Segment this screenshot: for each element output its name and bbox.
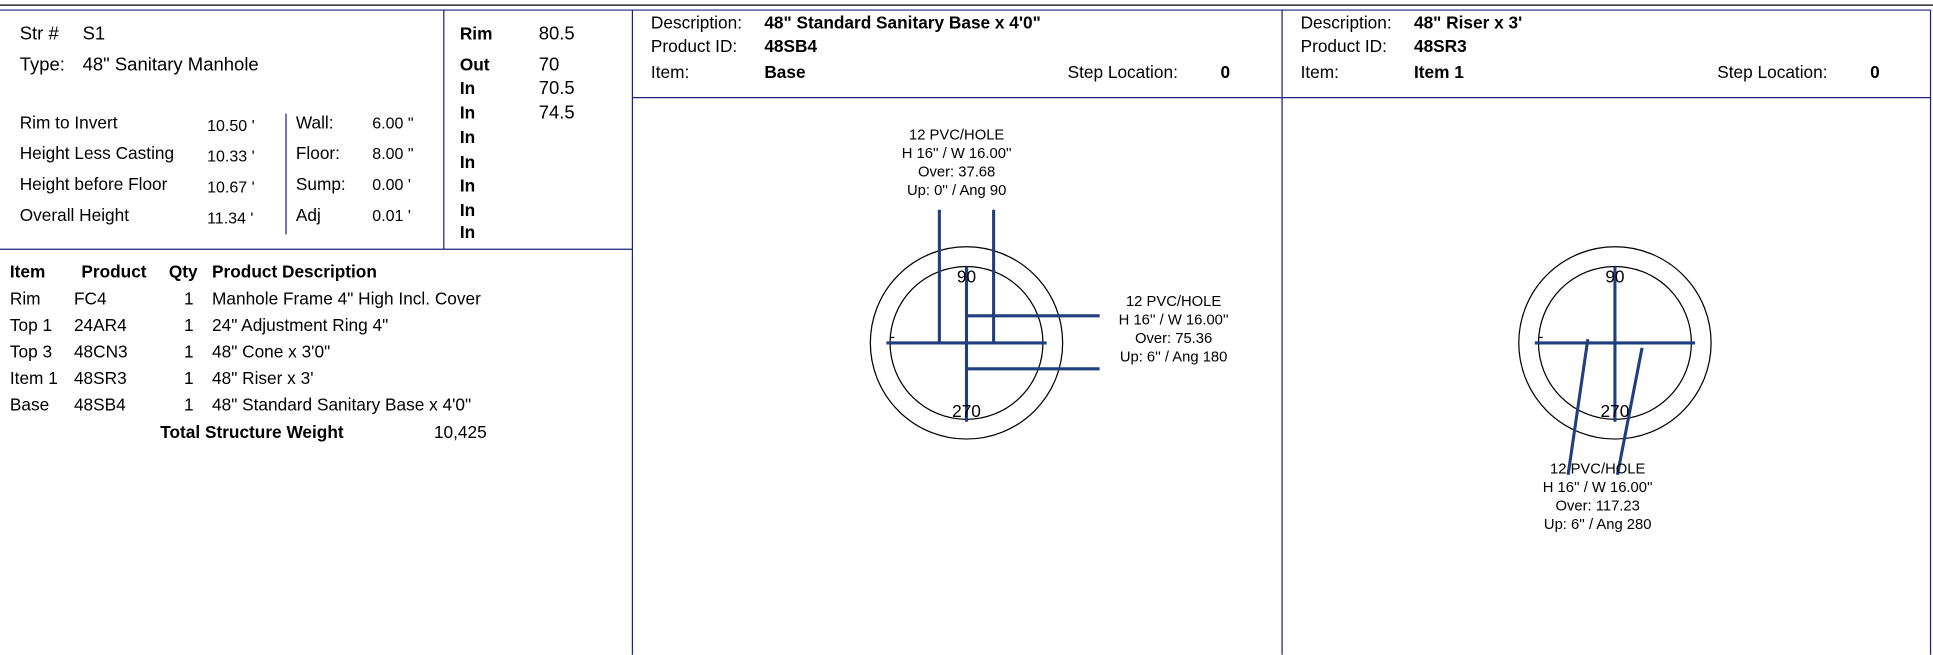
table-cell: Top 1 (10, 315, 52, 335)
step-label: Step Location: (1717, 62, 1827, 82)
table-cell: 1 (184, 315, 194, 335)
step: 0 (1220, 62, 1230, 82)
column-header: Qty (169, 262, 198, 282)
hole-label: 12 PVC/HOLE (1550, 462, 1645, 478)
dim-value: 10.67 ' (207, 179, 255, 197)
item-label: Item: (1301, 62, 1339, 82)
description-label: Description: (1301, 13, 1392, 33)
side-label: - (1539, 330, 1544, 346)
hole-label: Up: 0'' / Ang 90 (907, 183, 1006, 199)
product-id: 48SB4 (764, 36, 817, 56)
hole-label: 12 PVC/HOLE (1126, 294, 1221, 310)
level-label: Rim (460, 24, 493, 44)
dim-value: 8.00 " (372, 145, 413, 163)
product-id-label: Product ID: (651, 36, 737, 56)
table-cell: 48" Riser x 3' (212, 368, 313, 388)
step: 0 (1870, 62, 1880, 82)
level-label: In (460, 200, 475, 220)
hole-label: 12 PVC/HOLE (909, 128, 1004, 144)
column-header: Product (81, 262, 146, 282)
dim-value: 6.00 " (372, 114, 413, 132)
type-value: 48" Sanitary Manhole (83, 53, 259, 74)
table-cell: Manhole Frame 4" High Incl. Cover (212, 289, 481, 309)
dim-label: Height Less Casting (20, 143, 174, 163)
hole-label: H 16'' / W 16.00'' (1119, 312, 1229, 328)
table-cell: 24AR4 (74, 315, 127, 335)
hole-label: H 16'' / W 16.00'' (1543, 480, 1653, 496)
level-label: In (460, 222, 475, 242)
str-value: S1 (83, 23, 106, 44)
item-label: Item: (651, 62, 689, 82)
level-label: In (460, 127, 475, 147)
product-id: 48SR3 (1414, 36, 1467, 56)
angle-label: 270 (1601, 401, 1630, 421)
level-value: 74.5 (539, 102, 575, 123)
level-value: 70 (539, 53, 560, 74)
dim-value: 0.01 ' (372, 207, 411, 225)
description-label: Description: (651, 13, 742, 33)
type-label: Type: (20, 53, 65, 74)
hole-label: Over: 117.23 (1556, 499, 1640, 515)
dim-value: 10.33 ' (207, 148, 255, 166)
item: Item 1 (1414, 62, 1464, 82)
dim-label: Adj (296, 205, 321, 225)
dim-label: Wall: (296, 112, 334, 132)
diagram-1 (869, 209, 1100, 440)
angle-label: 90 (1605, 267, 1624, 287)
level-label: In (460, 152, 475, 172)
hole-label: Up: 6'' / Ang 180 (1120, 349, 1228, 365)
dim-label: Sump: (296, 174, 346, 194)
level-value: 70.5 (539, 77, 575, 98)
level-label: In (460, 103, 475, 123)
table-cell: 1 (184, 342, 194, 362)
table-cell: 48" Cone x 3'0" (212, 342, 330, 362)
hole-label: Over: 75.36 (1135, 331, 1212, 347)
description: 48" Standard Sanitary Base x 4'0" (764, 13, 1040, 33)
angle-label: 270 (952, 401, 981, 421)
angle-label: 90 (957, 267, 976, 287)
dim-value: 11.34 ' (207, 209, 253, 227)
table-cell: 24" Adjustment Ring 4" (212, 315, 388, 335)
table-cell: 1 (184, 289, 194, 309)
step-label: Step Location: (1068, 62, 1178, 82)
level-label: Out (460, 54, 490, 74)
table-cell: Base (10, 395, 49, 415)
dim-label: Rim to Invert (20, 112, 118, 132)
description: 48" Riser x 3' (1414, 13, 1522, 33)
column-header: Item (10, 262, 45, 282)
table-cell: 48SR3 (74, 368, 127, 388)
product-id-label: Product ID: (1301, 36, 1387, 56)
level-label: In (460, 78, 475, 98)
table-cell: 1 (184, 395, 194, 415)
diagram-2 (1518, 246, 1712, 476)
side-label: - (890, 330, 895, 346)
dim-value: 10.50 ' (207, 117, 255, 135)
dim-value: 0.00 ' (372, 176, 411, 194)
table-cell: 48CN3 (74, 342, 128, 362)
level-value: 80.5 (539, 23, 575, 44)
hole-label: Over: 37.68 (918, 164, 995, 180)
level-label: In (460, 175, 475, 195)
table-cell: Item 1 (10, 368, 58, 388)
table-cell: Top 3 (10, 342, 52, 362)
item: Base (764, 62, 805, 82)
table-cell: Rim (10, 289, 41, 309)
hole-label: H 16'' / W 16.00'' (902, 146, 1012, 162)
table-cell: FC4 (74, 289, 107, 309)
table-cell: 48" Standard Sanitary Base x 4'0" (212, 395, 471, 415)
str-label: Str # (20, 23, 60, 44)
hole-label: Up: 6'' / Ang 280 (1544, 517, 1652, 533)
dim-label: Overall Height (20, 205, 130, 225)
dim-label: Height before Floor (20, 174, 168, 194)
diagrams (869, 209, 1712, 476)
dim-label: Floor: (296, 143, 340, 163)
table-cell: 48SB4 (74, 395, 126, 415)
column-header: Product Description (212, 262, 377, 282)
table-cell: 1 (184, 368, 194, 388)
frame (0, 9, 1932, 655)
total-label: Total Structure Weight (160, 422, 344, 442)
total-value: 10,425 (434, 422, 487, 442)
